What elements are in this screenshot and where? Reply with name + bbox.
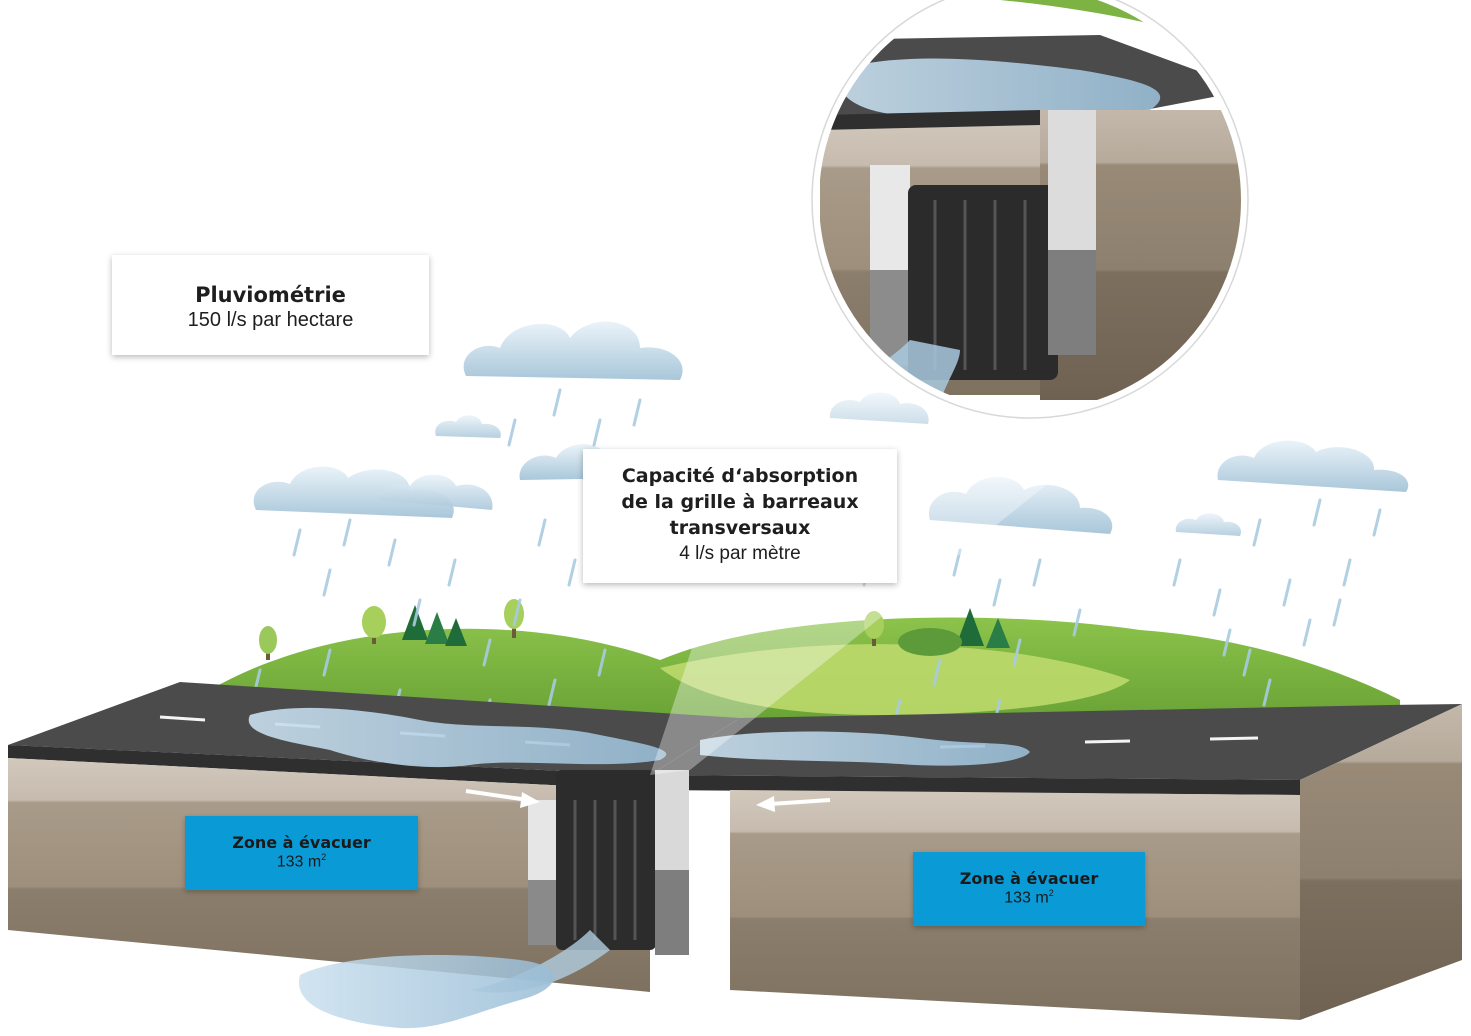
tree-icon	[259, 599, 1010, 660]
zone-left-card: Zone à évacuer 133 m2	[185, 816, 418, 890]
water-puddle	[248, 707, 1030, 768]
zoom-detail-circle	[811, 0, 1249, 419]
zone-right-area-sup: 2	[1048, 888, 1054, 898]
water-outflow-puddle	[298, 955, 554, 1029]
zone-right-area: 133 m2	[913, 888, 1145, 907]
zone-left-area: 133 m2	[185, 852, 418, 871]
grate-capacity-title-line1: Capacité d‘absorption	[621, 465, 859, 487]
drainage-channel-grate	[470, 770, 689, 993]
rainfall-label-card: Pluviométrie 150 l/s par hectare	[112, 255, 429, 355]
grate-capacity-label-card: Capacité d‘absorption de la grille à bar…	[583, 449, 897, 583]
zone-right-card: Zone à évacuer 133 m2	[913, 852, 1145, 926]
rainfall-title: Pluviométrie	[195, 283, 346, 307]
grate-capacity-title-line3: transversaux	[669, 517, 811, 539]
zone-left-area-value: 133 m	[276, 853, 322, 871]
grate-capacity-title-line2: de la grille à barreaux	[621, 491, 859, 513]
zone-left-title: Zone à évacuer	[232, 833, 371, 852]
arrow-left-icon	[756, 796, 831, 812]
arrow-right-icon	[465, 789, 540, 808]
rainfall-value: 150 l/s par hectare	[187, 309, 354, 331]
cloud-icon	[253, 321, 1409, 536]
zone-right-area-value: 133 m	[1004, 889, 1049, 907]
zone-left-area-sup: 2	[321, 852, 327, 862]
grate-capacity-value: 4 l/s par mètre	[679, 543, 801, 564]
zone-right-title: Zone à évacuer	[959, 869, 1099, 888]
green-hills	[210, 617, 1400, 720]
